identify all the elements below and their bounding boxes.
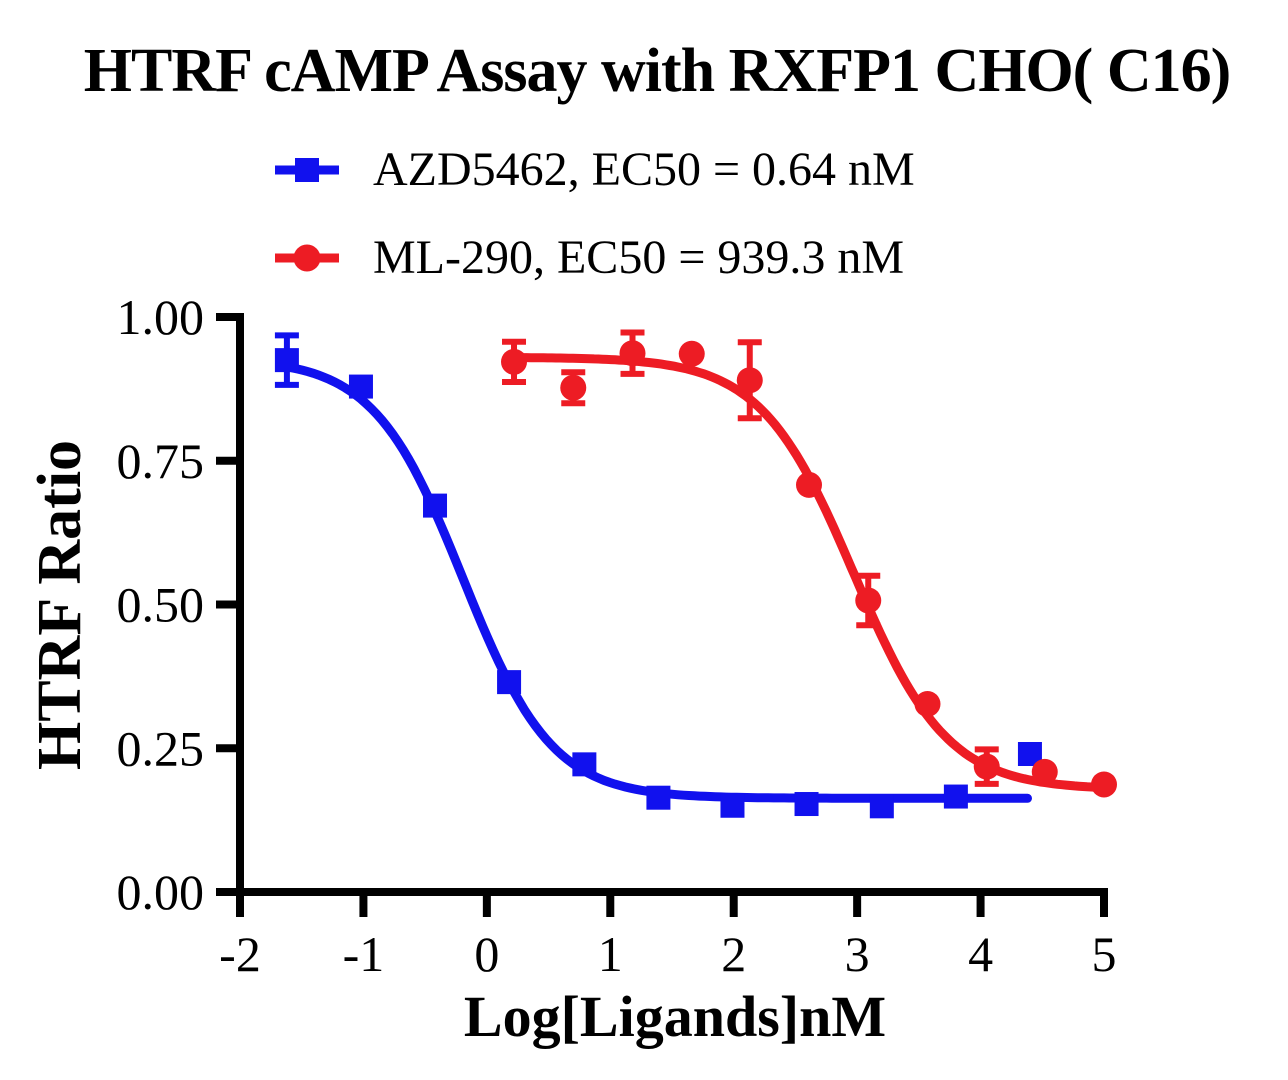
data-point-square <box>274 348 299 373</box>
data-point-square <box>943 784 968 809</box>
x-tick-label: 3 <box>845 926 870 982</box>
x-tick-label: -1 <box>343 926 385 982</box>
data-point-square <box>794 792 819 817</box>
legend-marker-square-icon <box>275 158 339 182</box>
legend-label-azd5462: AZD5462, EC50 = 0.64 nM <box>373 143 915 196</box>
data-point-circle <box>973 753 1000 780</box>
x-axis-title: Log[Ligands]nM <box>464 984 886 1049</box>
y-tick-label: 0.50 <box>117 577 205 633</box>
y-tick-label: 1.00 <box>117 289 205 345</box>
x-tick-label: 4 <box>968 926 993 982</box>
data-point-square <box>720 793 745 818</box>
y-tick-label: 0.75 <box>117 433 205 489</box>
legend-label-ml290: ML-290, EC50 = 939.3 nM <box>373 231 905 284</box>
legend-item-azd5462: AZD5462, EC50 = 0.64 nM <box>275 142 915 198</box>
chart-title: HTRF cAMP Assay with RXFP1 CHO( C16) <box>83 37 1232 105</box>
data-point-circle <box>796 471 823 498</box>
data-point-square <box>423 493 448 518</box>
data-point-circle <box>678 340 705 367</box>
data-point-circle <box>736 367 763 394</box>
y-axis-title: HTRF Ratio <box>26 440 94 770</box>
data-point-square <box>497 670 522 695</box>
data-point-circle <box>619 340 646 367</box>
data-point-circle <box>501 348 528 375</box>
data-point-circle <box>914 690 941 717</box>
fit-curve-azd5462 <box>282 362 1032 803</box>
x-tick-label: -2 <box>219 926 261 982</box>
y-tick-label: 0.25 <box>117 720 205 776</box>
data-point-square <box>646 785 671 810</box>
data-point-circle <box>855 587 882 614</box>
y-tick-label: 0.00 <box>117 864 205 920</box>
data-point-square <box>348 374 373 399</box>
fit-curve-ml-290 <box>509 353 1109 793</box>
data-point-circle <box>560 374 587 401</box>
data-point-circle <box>1031 758 1058 785</box>
x-tick-label: 2 <box>721 926 746 982</box>
legend-marker-circle-icon <box>275 244 339 272</box>
x-tick-label: 0 <box>474 926 499 982</box>
x-tick-label: 5 <box>1092 926 1117 982</box>
legend-item-ml290: ML-290, EC50 = 939.3 nM <box>275 230 904 286</box>
data-point-square <box>572 752 597 777</box>
x-tick-label: 1 <box>598 926 623 982</box>
data-point-square <box>869 794 894 819</box>
data-point-circle <box>1091 771 1117 798</box>
